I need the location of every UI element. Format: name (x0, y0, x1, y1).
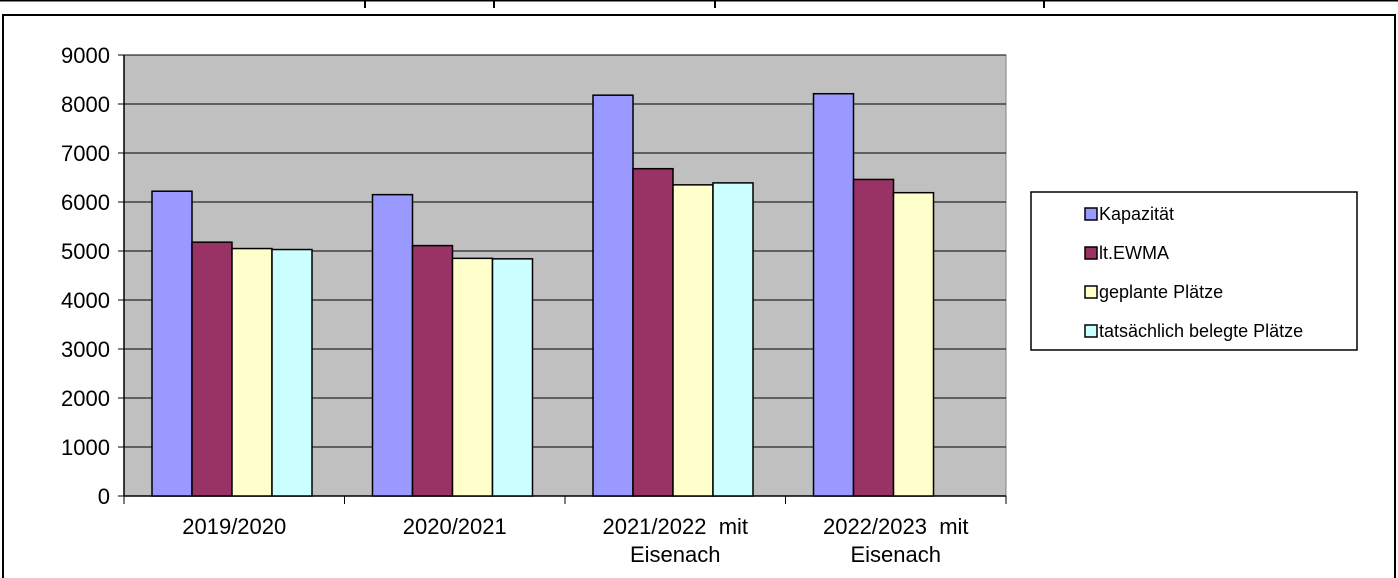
y-tick-label: 1000 (61, 435, 110, 460)
bar-geplante-pl-tze-3 (672, 184, 714, 497)
bar-kapazit-t-4 (812, 92, 855, 497)
bar-geplante-pl-tze-4 (892, 191, 935, 497)
x-tick-label: 2022/2023 mit Eisenach (823, 514, 969, 567)
plot-area: 0 1000 2000 3000 4000 5000 6000 7000 8000 9000 201… (61, 43, 1007, 567)
y-tick-label: 8000 (61, 92, 110, 117)
legend-label: lt.EWMA (1099, 243, 1169, 263)
bar-kapazit-t-1 (151, 190, 193, 497)
legend-swatch (1084, 285, 1098, 299)
bar-kapazit-t-3 (592, 94, 634, 497)
bar-lt-ewma-3 (632, 167, 674, 497)
legend-label: Kapazität (1099, 204, 1174, 224)
bar-geplante-pl-tze-2 (451, 257, 494, 497)
y-tick-label: 3000 (61, 337, 110, 362)
legend-label: tatsächlich belegte Plätze (1099, 321, 1303, 341)
y-tick-label: 7000 (61, 141, 110, 166)
legend-swatch (1084, 324, 1098, 338)
bar-lt-ewma-4 (852, 178, 895, 497)
bar-tats-chlich-belegte-pl-tze-3 (712, 182, 754, 497)
bar-kapazit-t-2 (371, 193, 414, 497)
bar-tats-chlich-belegte-pl-tze-1 (271, 248, 313, 497)
y-tick-label: 4000 (61, 288, 110, 313)
legend: Kapazität lt.EWMA geplante Plätze tatsächli… (1030, 191, 1358, 351)
legend-swatch (1084, 207, 1098, 221)
x-tick-label: 2021/2022 mit Eisenach (602, 514, 748, 567)
legend-label: geplante Plätze (1099, 282, 1223, 302)
chart-border (2, 14, 1396, 578)
x-tick-label: 2020/2021 (403, 514, 507, 539)
y-tick-label: 5000 (61, 239, 110, 264)
legend-swatch (1084, 246, 1098, 260)
y-tick-label: 0 (98, 484, 110, 509)
bar-geplante-pl-tze-1 (231, 247, 273, 497)
y-tick-label: 6000 (61, 190, 110, 215)
bar-lt-ewma-2 (411, 244, 454, 497)
bar-lt-ewma-1 (191, 241, 233, 497)
x-tick-label: 2019/2020 (182, 514, 286, 539)
bar-tats-chlich-belegte-pl-tze-2 (491, 258, 534, 497)
y-tick-label: 9000 (61, 43, 110, 68)
y-tick-label: 2000 (61, 386, 110, 411)
